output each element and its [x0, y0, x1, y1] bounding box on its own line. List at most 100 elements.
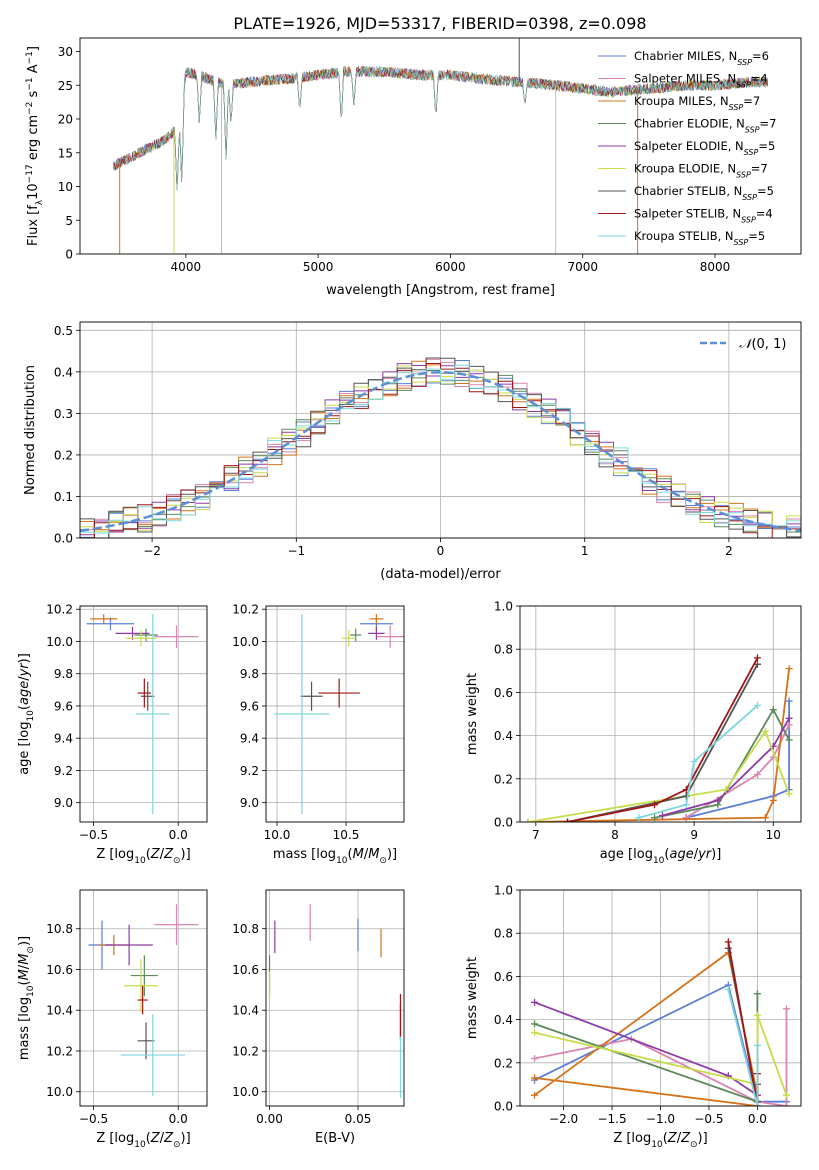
legend-value: =4: [756, 207, 773, 221]
residuals-ytick-label: 0.1: [54, 490, 73, 504]
residual-hist-7: [80, 363, 801, 538]
residuals-xtick-label: −2: [143, 544, 161, 558]
cumulative-age-xlabel-part: /: [694, 847, 699, 862]
legend-sub: SSP: [737, 58, 752, 67]
mass-vs-Z-xlabel-part: Z [log: [96, 1131, 134, 1146]
age-vs-mass-ytick-label: 9.8: [240, 667, 259, 681]
cumulative-Z-ytick-label: 1.0: [494, 884, 513, 898]
legend-label-7: Salpeter STELIB, NSSP=4: [634, 207, 773, 225]
cumulative-age-line-5: [527, 729, 790, 822]
cumulative-Z-marker: [724, 985, 732, 993]
residual-hist-8: [80, 364, 801, 534]
age-vs-Z-ylabel-part: 10: [26, 710, 36, 722]
mass-vs-Z-xlabel-part: /: [160, 1131, 165, 1146]
legend-label-4: Salpeter ELODIE, NSSP=5: [634, 139, 775, 157]
cumulative-age-ytick-label: 0.4: [494, 729, 513, 743]
cumulative-age-line-4: [662, 717, 790, 817]
spectrum-ytick-label: 30: [58, 45, 73, 59]
cumulative-age-xtick-label: 10: [766, 828, 781, 842]
age-vs-Z-xlabel-part: )]: [181, 847, 191, 862]
age-vs-mass-xlabel-part: 10: [336, 856, 348, 866]
cumulative-Z-xtick-label: −1.0: [646, 1112, 675, 1126]
spectrum-xlabel: wavelength [Angstrom, rest frame]: [326, 283, 555, 298]
mass-vs-EBV-ytick-label: 10.2: [232, 1044, 259, 1058]
legend-label-2: Kroupa MILES, NSSP=7: [634, 94, 760, 112]
legend-label-0: Chabrier MILES, NSSP=6: [634, 49, 769, 67]
cumulative-Z-xlabel-part: 10: [651, 1140, 663, 1150]
cumulative-Z-xlabel: Z [log10(Z/Z⊙)]: [613, 1131, 707, 1150]
cumulative-Z-xlabel-part: Z: [680, 1131, 691, 1146]
cumulative-age-xlabel-part: 10: [653, 856, 665, 866]
cumulative-Z-marker: [782, 1091, 790, 1099]
mass-vs-Z-ytick-label: 10.2: [46, 1044, 73, 1058]
spectrum-ylabel-part: ]: [26, 46, 41, 51]
age-vs-mass-xlabel-part: M: [353, 847, 364, 862]
cumulative-age-frame: [519, 605, 802, 823]
residuals-plot-area: [80, 357, 801, 538]
legend-sub: SSP: [744, 148, 759, 157]
cumulative-Z-frame: [519, 889, 802, 1107]
age-vs-Z-ylabel-part: /: [17, 676, 32, 681]
cumulative-age-marker: [524, 818, 532, 822]
age-vs-Z-ytick-label: 9.4: [54, 732, 73, 746]
cumulative-Z-marker: [753, 990, 761, 998]
legend-name: Chabrier MILES, N: [634, 49, 737, 63]
cumulative-age-marker: [651, 801, 659, 809]
cumulative-age-ytick-label: 0.6: [494, 686, 513, 700]
spectrum-line-7: [112, 65, 769, 190]
cumulative-Z-ytick-label: 0.4: [494, 1013, 513, 1027]
cumulative-age-xtick-label: 9: [690, 828, 698, 842]
mass-vs-Z-ytick-label: 10.6: [46, 963, 73, 977]
legend-name: Salpeter MILES, N: [634, 72, 736, 86]
age-vs-Z-ytick-label: 10.0: [46, 635, 73, 649]
residuals-ytick-label: 0.3: [54, 407, 73, 421]
cumulative-Z-marker: [531, 1091, 539, 1099]
age-vs-mass-xlabel: mass [log10(M/M⊙)]: [273, 847, 397, 866]
cumulative-age-marker: [690, 758, 698, 766]
mass-vs-EBV-ytick-label: 10.6: [232, 963, 259, 977]
spectrum-ylabel-part: 10: [26, 183, 41, 200]
mass-vs-Z-frame: [79, 889, 208, 1107]
mass-vs-Z-ylabel-part: ⊙: [26, 946, 36, 954]
cumulative-age-ytick-label: 1.0: [494, 600, 513, 614]
residual-hist-6: [80, 357, 801, 538]
spectrum-plot-area: [112, 38, 769, 254]
age-vs-Z-frame: [79, 605, 208, 823]
cumulative-Z-marker: [782, 1102, 790, 1106]
cumulative-Z-ylabel-part: mass weight: [465, 957, 480, 1039]
cumulative-age-marker: [753, 701, 761, 709]
cumulative-Z-line-3: [534, 993, 759, 1106]
age-vs-Z-xlabel-part: /: [160, 847, 165, 862]
age-vs-mass-xtick-label: 10.0: [264, 828, 291, 842]
cumulative-Z-marker: [753, 1042, 761, 1050]
legend-label-3: Chabrier ELODIE, NSSP=7: [634, 117, 776, 135]
mass-vs-Z-xlabel-part: Z: [163, 1131, 174, 1146]
spectrum-ylabel-part: −2: [25, 102, 35, 115]
mass-vs-Z-xlabel-part: )]: [181, 1131, 191, 1146]
legend-sub: SSP: [734, 238, 749, 247]
residuals-ytick-label: 0.2: [54, 448, 73, 462]
cumulative-Z-xtick-label: −0.5: [694, 1112, 723, 1126]
age-vs-Z-ylabel-part: age [log: [17, 722, 32, 775]
cumulative-age-marker: [761, 814, 769, 822]
age-vs-Z-ylabel-part: yr: [17, 662, 32, 678]
legend-name: Salpeter ELODIE, N: [634, 139, 744, 153]
spectrum-xtick-label: 6000: [435, 260, 466, 274]
mass-vs-EBV-xlabel: E(B-V): [315, 1131, 355, 1146]
legend-value: =6: [752, 49, 769, 63]
age-vs-mass-xlabel-part: mass [log: [273, 847, 336, 862]
spectrum-ytick-label: 10: [58, 180, 73, 194]
age-vs-Z-ylabel-part: age: [17, 681, 32, 705]
cumulative-age-marker: [785, 790, 793, 798]
age-vs-Z-ytick-label: 9.6: [54, 699, 73, 713]
age-vs-mass-panel: 10.0 10.5 9.0 9.2 9.4 9.6 9.8 10.0 10.2 mass [log…: [232, 603, 405, 866]
spectrum-ylabel-part: −1: [25, 77, 35, 90]
spectrum-ylabel-part: Flux [f: [26, 205, 41, 246]
age-vs-mass-ytick-label: 9.4: [240, 732, 259, 746]
age-vs-mass-ytick-label: 10.2: [232, 603, 259, 617]
figure-title: PLATE=1926, MJD=53317, FIBERID=0398, z=0…: [233, 14, 646, 33]
cumulative-Z-xlabel-part: Z [log: [613, 1131, 651, 1146]
age-vs-Z-xlabel-part: Z [log: [96, 847, 134, 862]
spectrum-xtick-label: 4000: [171, 260, 202, 274]
spectrum-ylabel-part: erg cm: [26, 115, 41, 164]
